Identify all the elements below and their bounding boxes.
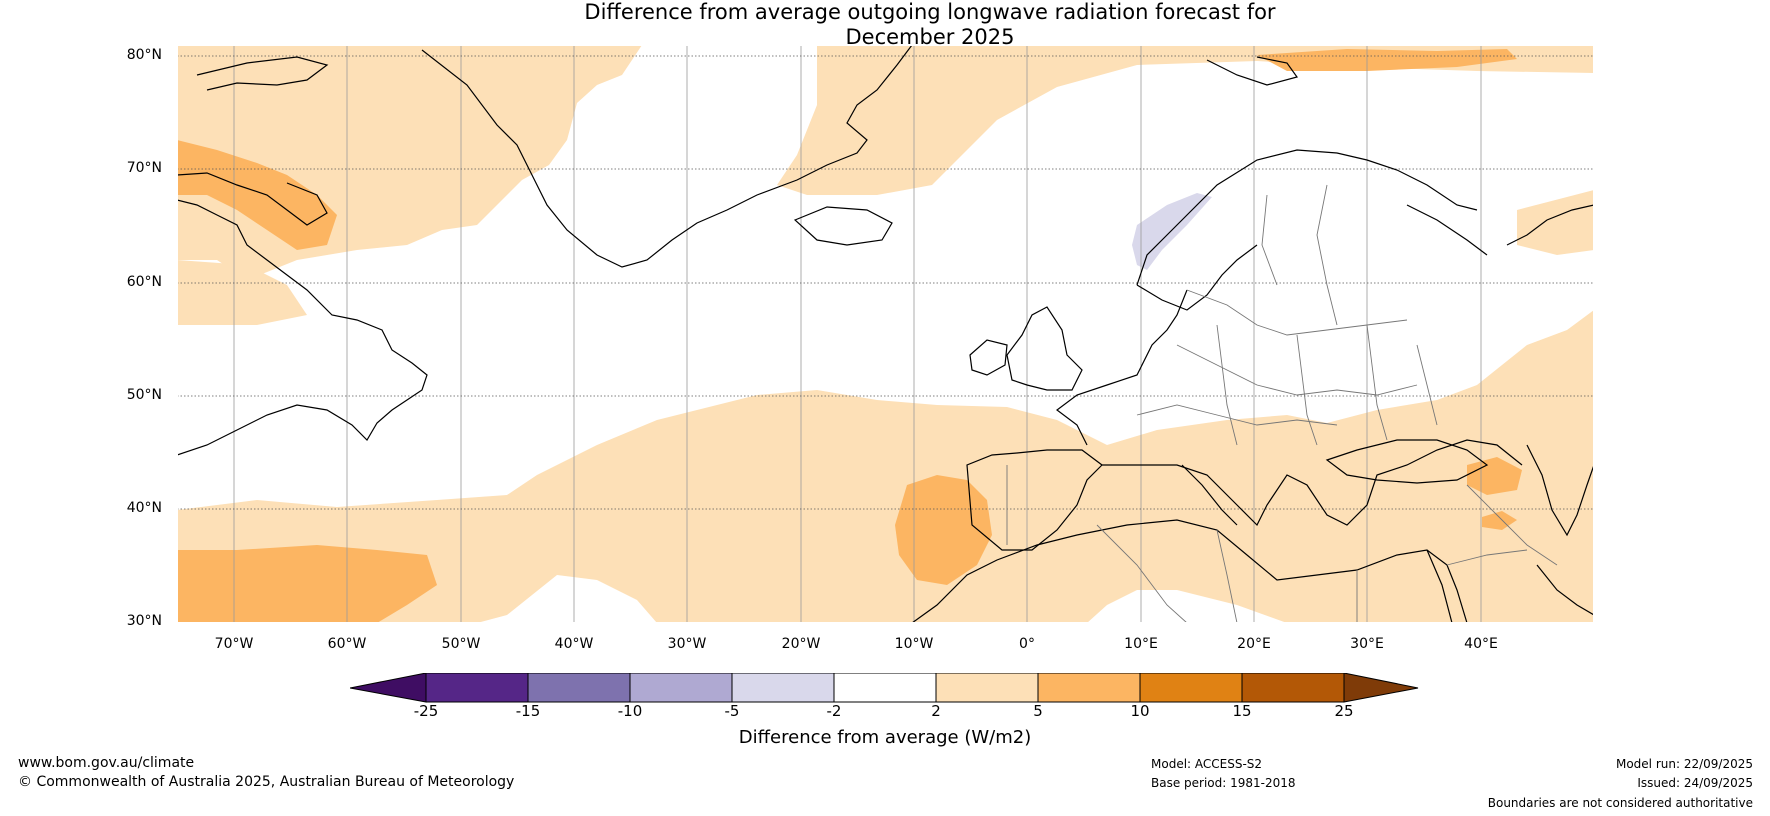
graticule-parallels bbox=[177, 55, 1594, 510]
colorbar-segment-minus10-to-minus5 bbox=[629, 673, 733, 703]
lat-label-40n: 40°N bbox=[126, 500, 162, 516]
lon-label-10w: 10°W bbox=[894, 636, 934, 652]
colorbar-tick-minus25: -25 bbox=[413, 702, 439, 720]
lon-label-50w: 50°W bbox=[441, 636, 481, 652]
lon-label-0: 0° bbox=[1019, 636, 1035, 652]
colorbar-segment-2-to-5 bbox=[935, 673, 1039, 703]
coastline-north-africa bbox=[911, 519, 1468, 623]
title-line-1: Difference from average outgoing longwav… bbox=[584, 0, 1276, 24]
lon-label-30e: 30°E bbox=[1350, 636, 1384, 652]
country-borders bbox=[1006, 184, 1558, 623]
colorbar-tick-2: 2 bbox=[931, 702, 941, 720]
lon-label-40w: 40°W bbox=[554, 636, 594, 652]
lat-label-70n: 70°N bbox=[126, 160, 162, 176]
coastline-novaya-zemlya bbox=[1406, 204, 1488, 256]
colorbar-tick-minus5: -5 bbox=[724, 702, 740, 720]
coastline-mediterranean-north bbox=[1102, 439, 1523, 527]
graticule-meridians bbox=[233, 45, 1482, 623]
anomaly-area-atlantic-south bbox=[177, 310, 1594, 623]
map-border bbox=[177, 45, 1594, 623]
coastline-north-america bbox=[177, 199, 428, 456]
coastline-middle-east bbox=[1426, 549, 1453, 623]
colorbar-segment-minus5-to-minus2 bbox=[731, 673, 835, 703]
coastline-gulf bbox=[1536, 564, 1594, 616]
lon-label-30w: 30°W bbox=[667, 636, 707, 652]
coastline-caspian bbox=[1526, 444, 1594, 537]
anomaly-area-iran bbox=[1482, 511, 1517, 530]
chart-title: Difference from average outgoing longwav… bbox=[0, 0, 1770, 50]
coastline-europe-atlantic bbox=[1056, 289, 1188, 446]
lon-label-20w: 20°W bbox=[781, 636, 821, 652]
anomaly-area-scandinavia-east bbox=[1517, 190, 1594, 255]
lon-label-40e: 40°E bbox=[1464, 636, 1498, 652]
colorbar-tick-15: 15 bbox=[1232, 702, 1252, 720]
coastline-ellesmere bbox=[196, 56, 329, 91]
colorbar-segment-5-to-10 bbox=[1037, 673, 1141, 703]
colorbar-tick-minus15: -15 bbox=[515, 702, 541, 720]
coastline-scandinavia-west bbox=[1136, 244, 1258, 311]
lat-label-50n: 50°N bbox=[126, 387, 162, 403]
anomaly-area-subtropical-west bbox=[177, 545, 437, 623]
colorbar-segment-minus2-to-2 bbox=[833, 673, 937, 703]
anomaly-area-canadian-arctic bbox=[177, 140, 337, 250]
coastline-white-sea bbox=[1506, 204, 1594, 246]
coastline-svalbard bbox=[1206, 56, 1298, 86]
coastline-black-sea bbox=[1325, 439, 1489, 484]
footer-copyright: © Commonwealth of Australia 2025, Austra… bbox=[18, 774, 515, 790]
anomaly-area-labrador bbox=[177, 260, 307, 325]
coastline-greenland bbox=[421, 45, 913, 268]
footer-model: Model: ACCESS-S2 bbox=[1151, 757, 1263, 771]
anomaly-5-to-10-areas bbox=[177, 49, 1522, 623]
lon-label-60w: 60°W bbox=[327, 636, 367, 652]
colorbar-label: Difference from average (W/m2) bbox=[738, 727, 1032, 748]
colorbar-segment-15-to-25 bbox=[1241, 673, 1345, 703]
footer-base-period: Base period: 1981-2018 bbox=[1151, 776, 1296, 790]
colorbar-tick-10: 10 bbox=[1130, 702, 1150, 720]
coastlines bbox=[177, 45, 1594, 623]
anomaly-area-barents bbox=[1257, 49, 1517, 71]
colorbar-segment-below-minus25 bbox=[350, 673, 427, 703]
colorbar-tick-25: 25 bbox=[1334, 702, 1354, 720]
anomaly-area-canary bbox=[895, 475, 992, 585]
footer-website: www.bom.gov.au/climate bbox=[18, 755, 195, 771]
lat-label-80n: 80°N bbox=[126, 47, 162, 63]
colorbar bbox=[350, 673, 1419, 703]
coastline-scandinavia bbox=[1136, 149, 1478, 286]
lon-label-70w: 70°W bbox=[214, 636, 254, 652]
footer-model-run: Model run: 22/09/2025 bbox=[1615, 757, 1753, 771]
coastline-iberia bbox=[966, 449, 1103, 551]
coastline-iceland bbox=[793, 206, 893, 246]
lat-label-30n: 30°N bbox=[126, 613, 162, 629]
lon-label-20e: 20°E bbox=[1237, 636, 1271, 652]
footer-issued: Issued: 24/09/2025 bbox=[1637, 776, 1753, 790]
coastline-great-britain bbox=[1006, 306, 1083, 391]
coastline-italy bbox=[1181, 464, 1238, 526]
colorbar-tick-minus2: -2 bbox=[826, 702, 842, 720]
colorbar-segment-10-to-15 bbox=[1139, 673, 1243, 703]
colorbar-segment-minus15-to-minus10 bbox=[527, 673, 631, 703]
anomaly-area-greenland-east bbox=[777, 45, 1594, 195]
colorbar-segment-above-25 bbox=[1343, 673, 1419, 703]
colorbar-tick-5: 5 bbox=[1033, 702, 1043, 720]
colorbar-segment-minus25-to-minus15 bbox=[425, 673, 529, 703]
lon-label-10e: 10°E bbox=[1124, 636, 1158, 652]
map-panel bbox=[177, 45, 1594, 623]
coastline-canadian-arctic bbox=[177, 172, 328, 226]
coastline-ireland bbox=[969, 339, 1008, 376]
footer-disclaimer: Boundaries are not considered authoritat… bbox=[1487, 796, 1753, 810]
lat-label-60n: 60°N bbox=[126, 274, 162, 290]
colorbar-tick-minus10: -10 bbox=[617, 702, 643, 720]
map-canvas bbox=[177, 45, 1594, 623]
